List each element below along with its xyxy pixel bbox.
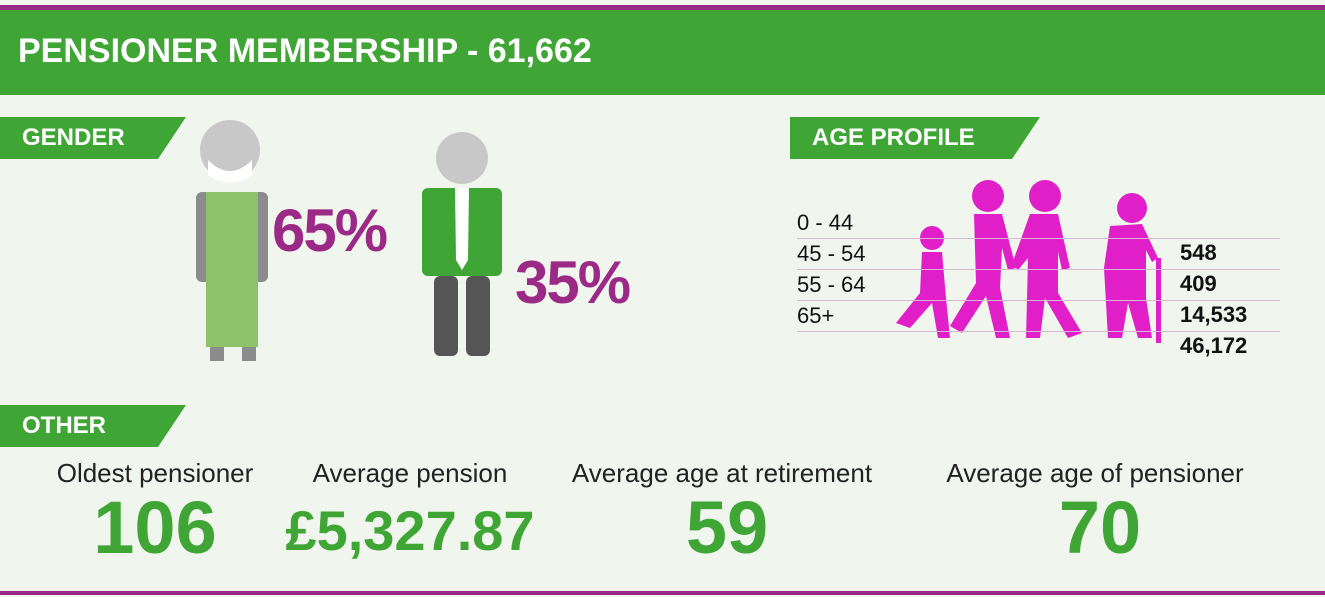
male-leg	[434, 276, 458, 356]
stat-value: £5,327.87	[285, 498, 534, 563]
age-band: 45 - 54	[797, 239, 1280, 269]
age-band: 0 - 44	[797, 208, 1280, 238]
stat-value: 70	[1059, 485, 1141, 570]
female-dress	[206, 192, 258, 347]
male-leg	[466, 276, 490, 356]
age-count: 46,172	[1180, 331, 1247, 361]
title: PENSIONER MEMBERSHIP - 61,662	[18, 32, 592, 71]
male-tie	[455, 188, 469, 270]
female-percent: 65%	[272, 196, 386, 265]
female-leg	[242, 347, 256, 361]
header-bar: PENSIONER MEMBERSHIP - 61,662	[0, 10, 1325, 95]
infographic: PENSIONER MEMBERSHIP - 61,662 GENDER 65%…	[0, 0, 1325, 597]
female-leg	[210, 347, 224, 361]
male-head	[436, 132, 488, 184]
age-tag: AGE PROFILE	[790, 117, 1040, 159]
age-band: 55 - 64	[797, 270, 1280, 300]
other-tag: OTHER	[0, 405, 186, 447]
age-band: 65+	[797, 301, 1280, 331]
stat-label: Average pension	[313, 458, 508, 489]
gender-tag: GENDER	[0, 117, 186, 159]
stat-value: 106	[93, 485, 216, 570]
age-row: 65+46,172	[797, 301, 1280, 332]
stat-value: 59	[686, 485, 768, 570]
male-percent: 35%	[515, 248, 629, 317]
bottom-rule	[0, 591, 1325, 595]
